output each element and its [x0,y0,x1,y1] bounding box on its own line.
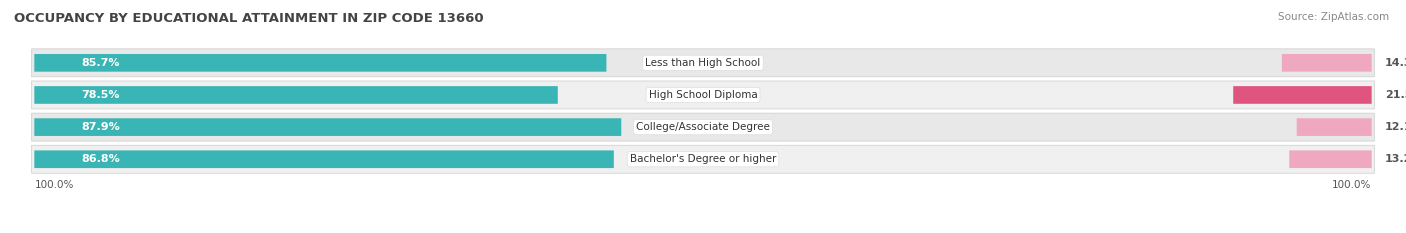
FancyBboxPatch shape [1282,54,1372,72]
Text: 86.8%: 86.8% [82,154,121,164]
Text: 21.5%: 21.5% [1385,90,1406,100]
Legend: Owner-occupied, Renter-occupied: Owner-occupied, Renter-occupied [582,230,824,233]
Text: College/Associate Degree: College/Associate Degree [636,122,770,132]
FancyBboxPatch shape [31,113,1375,141]
Text: Less than High School: Less than High School [645,58,761,68]
Text: 78.5%: 78.5% [82,90,120,100]
Text: OCCUPANCY BY EDUCATIONAL ATTAINMENT IN ZIP CODE 13660: OCCUPANCY BY EDUCATIONAL ATTAINMENT IN Z… [14,12,484,25]
FancyBboxPatch shape [34,54,606,72]
FancyBboxPatch shape [1289,151,1372,168]
Text: High School Diploma: High School Diploma [648,90,758,100]
FancyBboxPatch shape [31,81,1375,109]
Text: 100.0%: 100.0% [1333,180,1372,190]
Text: 14.3%: 14.3% [1385,58,1406,68]
Text: 100.0%: 100.0% [34,180,73,190]
FancyBboxPatch shape [1233,86,1372,104]
Text: Bachelor's Degree or higher: Bachelor's Degree or higher [630,154,776,164]
FancyBboxPatch shape [31,49,1375,77]
FancyBboxPatch shape [31,145,1375,173]
FancyBboxPatch shape [34,151,614,168]
Text: 13.2%: 13.2% [1385,154,1406,164]
FancyBboxPatch shape [34,86,558,104]
Text: 85.7%: 85.7% [82,58,120,68]
Text: Source: ZipAtlas.com: Source: ZipAtlas.com [1278,12,1389,22]
FancyBboxPatch shape [1296,118,1372,136]
FancyBboxPatch shape [34,118,621,136]
Text: 12.1%: 12.1% [1385,122,1406,132]
Text: 87.9%: 87.9% [82,122,121,132]
